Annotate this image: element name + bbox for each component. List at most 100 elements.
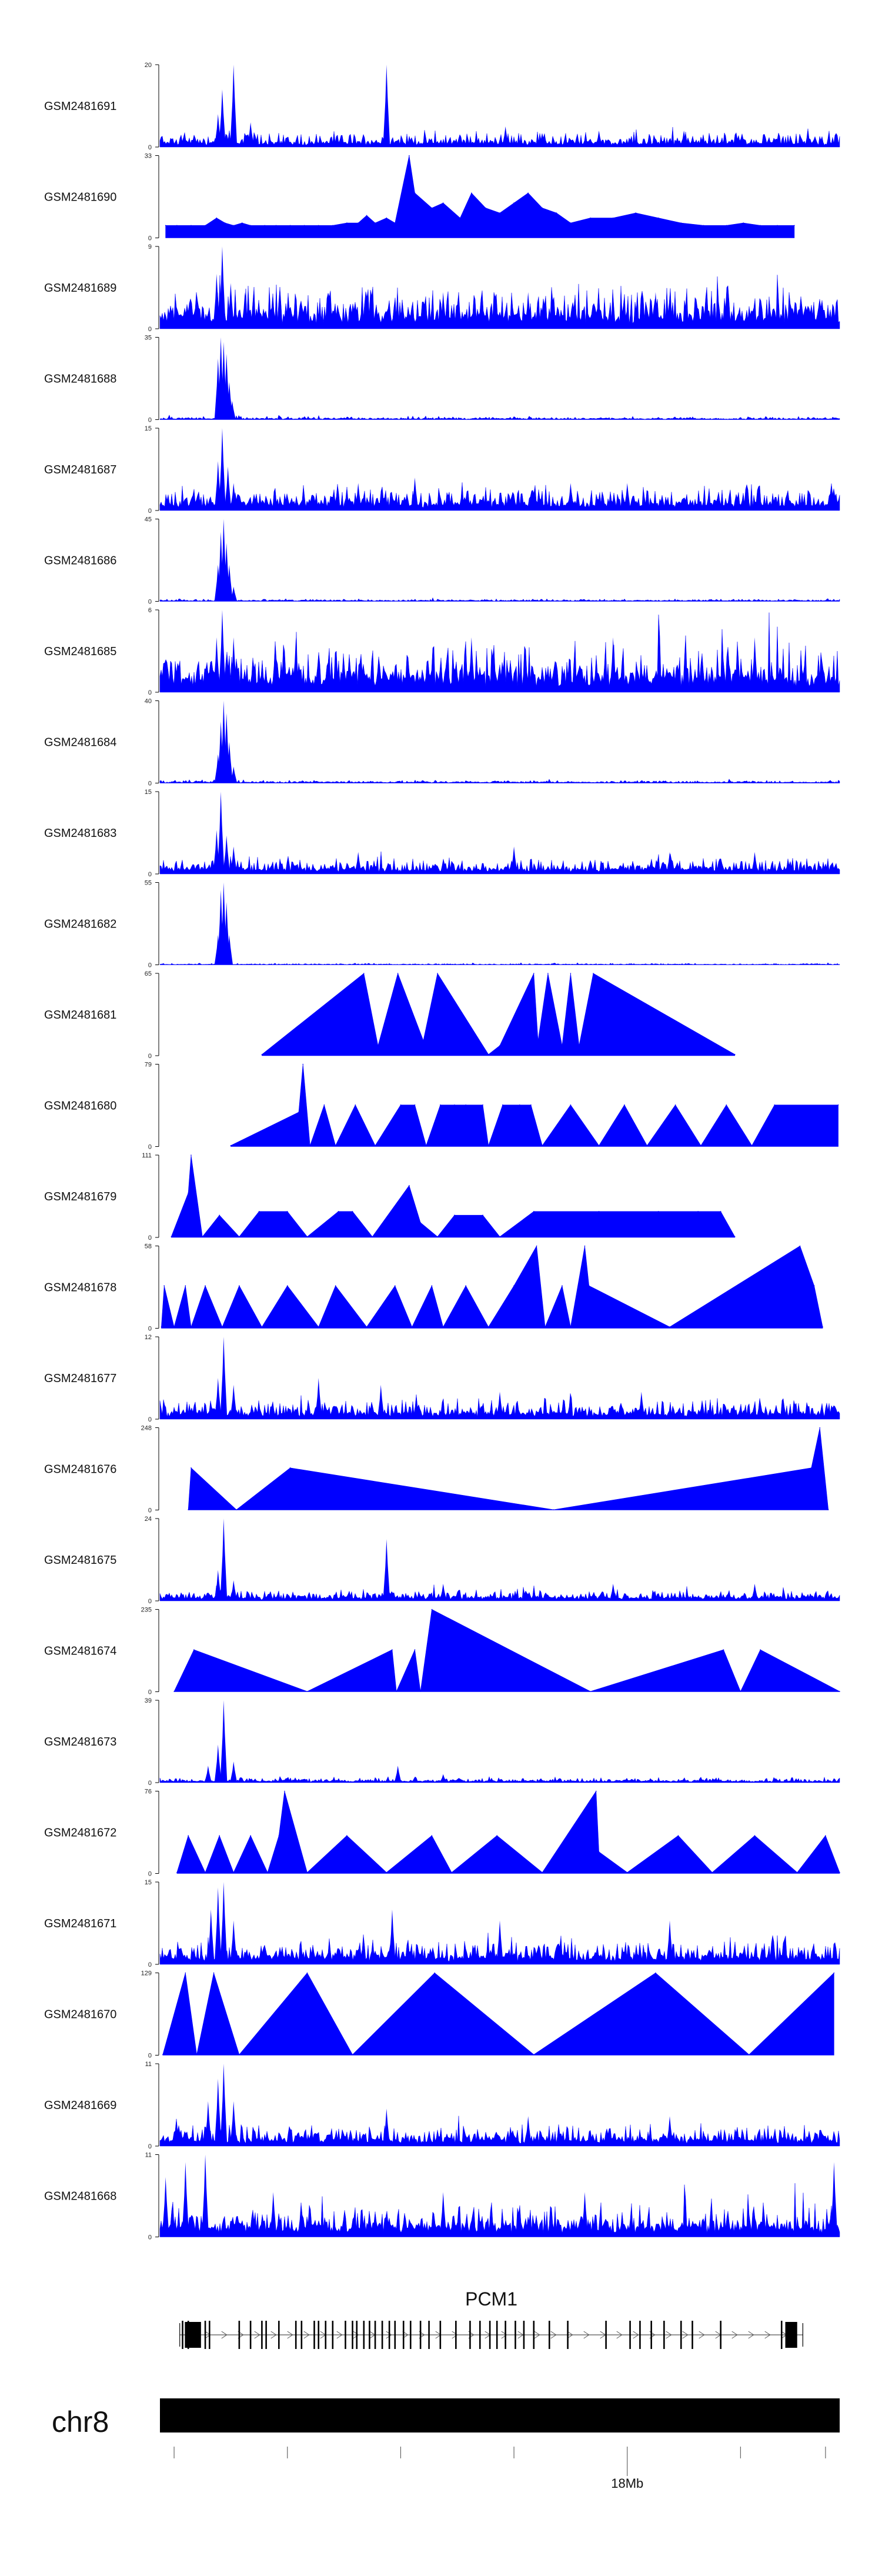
- track-GSM2481683: GSM2481683 15 0: [44, 789, 840, 878]
- coverage-peak: [241, 292, 249, 329]
- coverage-point: [471, 192, 472, 193]
- coverage-peak: [220, 1700, 228, 1783]
- coverage-point: [499, 1236, 500, 1237]
- coverage-point: [553, 1509, 554, 1510]
- coverage-peak: [182, 2162, 189, 2237]
- coverage-peak: [220, 1519, 228, 1601]
- coverage-point: [796, 1871, 798, 1873]
- strand-arrow: [633, 2331, 639, 2339]
- track-GSM2481684: GSM2481684 40 0: [44, 698, 840, 788]
- coverage-point: [261, 1054, 263, 1055]
- track-label: GSM2481688: [44, 373, 116, 386]
- coverage-peak: [496, 1392, 503, 1419]
- coverage-point: [275, 225, 277, 226]
- y-tick-label-min: 0: [148, 2053, 152, 2060]
- coverage-point: [777, 225, 778, 226]
- coverage-point: [162, 2054, 163, 2056]
- coverage-point: [680, 222, 682, 223]
- coverage-point: [241, 222, 243, 223]
- coverage-peak: [666, 2116, 673, 2146]
- track-label: GSM2481675: [44, 1554, 116, 1567]
- coverage-peak: [581, 2192, 589, 2237]
- coverage-point: [185, 1972, 186, 1974]
- track-GSM2481672: GSM2481672 76 0: [44, 1788, 840, 1878]
- utr-block: [785, 2322, 797, 2348]
- coverage-point: [258, 1211, 260, 1212]
- coverage-point: [726, 1104, 727, 1106]
- coverage-peak: [292, 637, 300, 692]
- strand-arrow: [303, 2331, 310, 2339]
- y-tick-label-max: 111: [142, 1152, 152, 1159]
- exon: [533, 2321, 535, 2349]
- exon: [439, 2321, 442, 2349]
- coverage-point: [233, 225, 235, 226]
- strand-arrow: [583, 2331, 590, 2339]
- coverage-background: [159, 1776, 840, 1783]
- coverage-peak: [680, 131, 688, 147]
- coverage-point: [411, 1326, 413, 1327]
- coverage-point: [482, 1214, 483, 1216]
- coverage-point: [431, 1609, 433, 1610]
- coverage-peak: [623, 483, 631, 510]
- coverage-point: [420, 1222, 421, 1223]
- track-GSM2481671: GSM2481671 15 0: [44, 1879, 840, 1968]
- coverage-background: [159, 275, 840, 329]
- y-tick-label-min: 0: [148, 1053, 152, 1060]
- coverage-peak: [439, 1583, 447, 1601]
- coverage-point: [482, 1104, 483, 1106]
- coverage-point: [394, 1285, 396, 1286]
- coverage-point: [499, 1045, 500, 1046]
- coverage-peak: [666, 852, 673, 874]
- coverage-point: [437, 973, 438, 974]
- coverage-area: [230, 1064, 838, 1147]
- coverage-point: [423, 1040, 424, 1041]
- coverage-peak: [230, 2101, 238, 2146]
- coverage-point: [239, 1236, 240, 1237]
- coverage-point: [352, 1211, 353, 1212]
- exon: [356, 2321, 358, 2349]
- coverage-point: [205, 1285, 206, 1286]
- exon: [394, 2321, 396, 2349]
- coverage-peak: [226, 935, 233, 965]
- exon: [238, 2321, 240, 2349]
- strand-arrow: [287, 2331, 293, 2339]
- gene-model-pcm1: [179, 2321, 803, 2349]
- coverage-area: [188, 1427, 829, 1510]
- coverage-point: [409, 1184, 410, 1186]
- coverage-point: [799, 1245, 801, 1247]
- coverage-point: [588, 1285, 590, 1286]
- y-tick-label-min: 0: [148, 1326, 152, 1333]
- track-label: GSM2481676: [44, 1463, 116, 1476]
- coverage-peak: [230, 637, 238, 692]
- coverage-point: [205, 225, 206, 226]
- exon: [295, 2321, 297, 2349]
- coverage-point: [485, 207, 486, 209]
- coverage-point: [338, 1211, 339, 1212]
- y-tick-label-max: 45: [145, 516, 152, 523]
- coverage-peak: [439, 1774, 447, 1783]
- coverage-point: [431, 1835, 433, 1836]
- coverage-point: [173, 1326, 175, 1327]
- track-GSM2481688: GSM2481688 35 0: [44, 335, 840, 424]
- y-tick-label-min: 0: [148, 1416, 152, 1423]
- coverage-point: [537, 1040, 539, 1041]
- y-tick-label-min: 0: [148, 2143, 152, 2150]
- coverage-point: [358, 222, 359, 223]
- y-tick-label-min: 0: [148, 417, 152, 424]
- exon: [496, 2321, 498, 2349]
- coverage-peak: [383, 2108, 390, 2146]
- y-tick-label-max: 40: [145, 698, 152, 705]
- exon: [352, 2321, 353, 2349]
- coverage-point: [386, 1871, 387, 1873]
- y-tick-label-min: 0: [148, 508, 152, 515]
- coverage-peak: [830, 2162, 838, 2237]
- track-label: GSM2481682: [44, 918, 116, 931]
- strand-arrow: [748, 2331, 754, 2339]
- coverage-peak: [377, 1384, 385, 1419]
- coverage-peak: [230, 766, 238, 783]
- track-GSM2481680: GSM2481680 79 0: [44, 1062, 839, 1151]
- coverage-peak: [230, 1384, 238, 1419]
- coverage-peak: [204, 2101, 212, 2146]
- coverage-point: [176, 225, 178, 226]
- y-tick-label-min: 0: [148, 1507, 152, 1514]
